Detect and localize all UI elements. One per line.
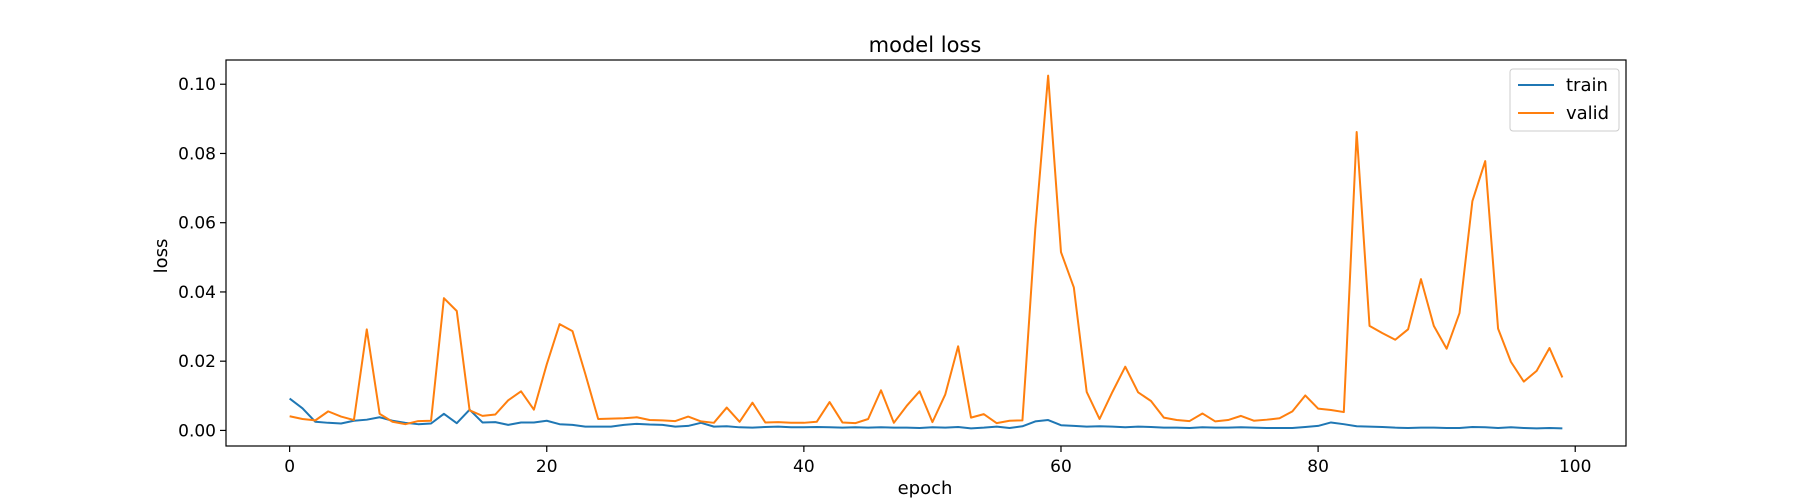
x-tick-label: 20 [536, 457, 558, 477]
y-tick-label: 0.08 [178, 144, 216, 164]
series-line-train [289, 397, 1563, 430]
y-axis-title: loss [151, 239, 172, 274]
plot-frame [225, 59, 1627, 447]
x-tick-label: 100 [1559, 457, 1591, 477]
legend-label-valid: valid [1566, 103, 1609, 124]
y-axis: 0.00 0.02 0.04 0.06 0.08 0.10 [178, 75, 226, 441]
series-line-valid [289, 74, 1564, 426]
x-tick-label: 80 [1307, 457, 1329, 477]
y-tick-label: 0.02 [178, 352, 216, 372]
y-tick-label: 0.00 [178, 421, 216, 441]
x-axis-title: epoch [898, 478, 953, 499]
y-tick-label: 0.04 [178, 283, 216, 303]
x-tick-label: 40 [793, 457, 815, 477]
x-axis: 0 20 40 60 80 100 [284, 446, 1591, 477]
chart-title: model loss [869, 33, 982, 57]
y-tick-label: 0.06 [178, 214, 216, 234]
x-tick-label: 60 [1050, 457, 1072, 477]
plot-area [225, 59, 1627, 447]
legend-label-train: train [1566, 75, 1608, 96]
legend: train valid [1509, 68, 1620, 132]
x-tick-label: 0 [284, 457, 295, 477]
y-tick-label: 0.10 [178, 75, 216, 95]
